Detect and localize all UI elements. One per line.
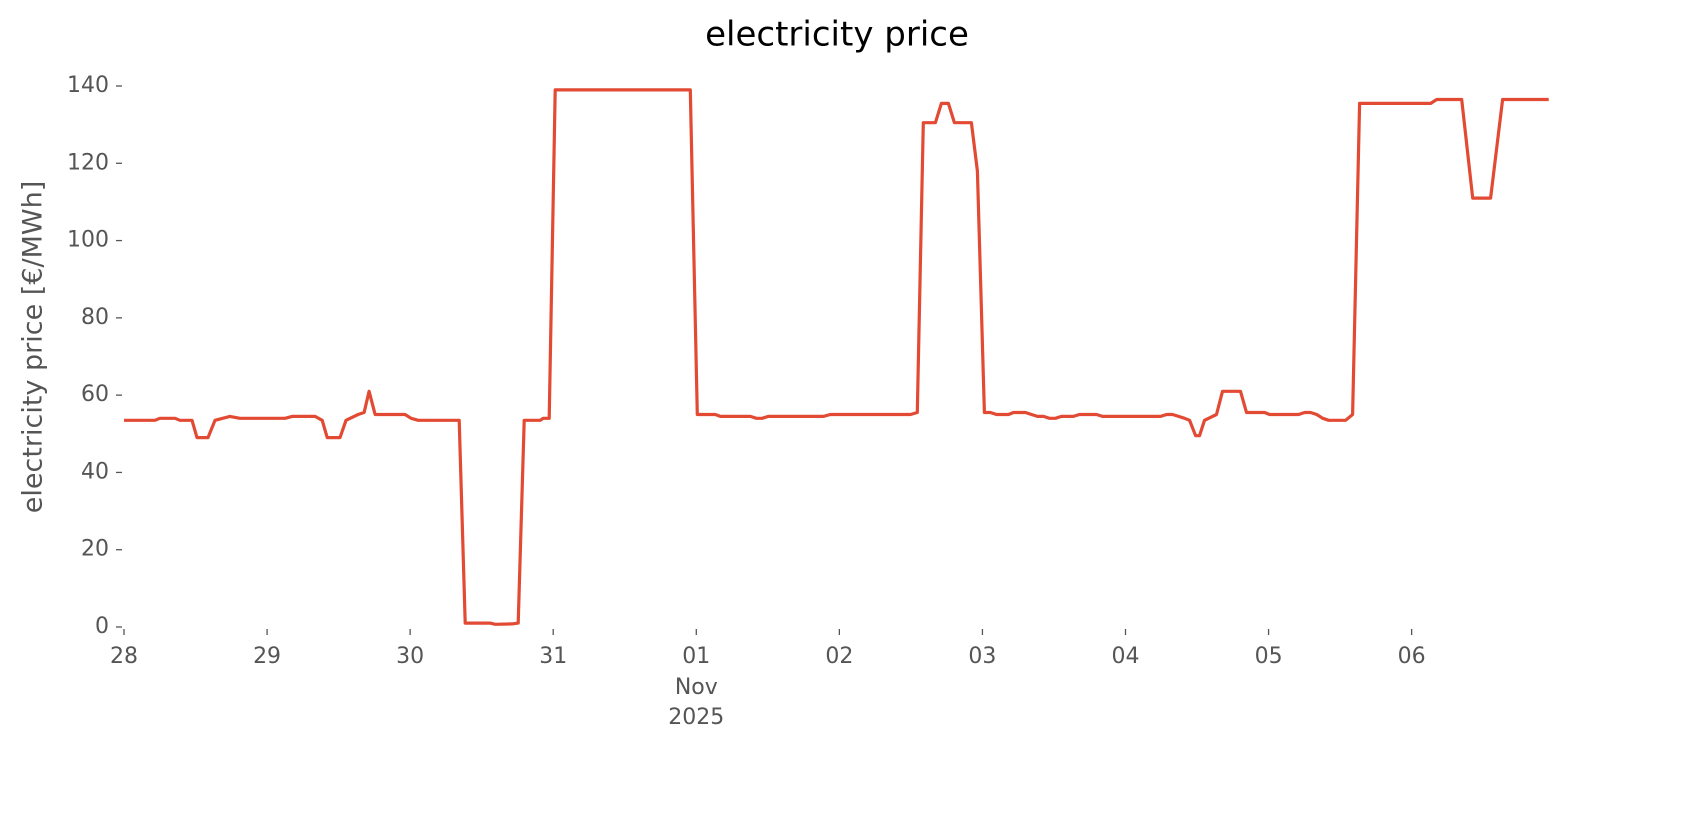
x-tick-label: 02 bbox=[825, 644, 853, 669]
y-tick-label: 20 bbox=[81, 537, 109, 562]
x-tick-label: 04 bbox=[1112, 644, 1140, 669]
x-tick-label: 06 bbox=[1398, 644, 1426, 669]
y-tick-label: 140 bbox=[67, 73, 109, 98]
x-tick-label: 30 bbox=[396, 644, 424, 669]
x-secondary-label: Nov bbox=[675, 675, 718, 700]
y-tick-label: 0 bbox=[95, 614, 109, 639]
y-tick-label: 120 bbox=[67, 150, 109, 175]
price-line bbox=[124, 88, 1549, 626]
x-tick-label: 05 bbox=[1255, 644, 1283, 669]
y-tick-label: 80 bbox=[81, 305, 109, 330]
x-tick-label: 01 bbox=[682, 644, 710, 669]
x-secondary-label: 2025 bbox=[668, 705, 724, 730]
y-tick-label: 100 bbox=[67, 228, 109, 253]
x-tick-label: 31 bbox=[539, 644, 567, 669]
y-tick-label: 40 bbox=[81, 459, 109, 484]
x-tick-label: 29 bbox=[253, 644, 281, 669]
y-axis-label: electricity price [€/MWh] bbox=[18, 181, 49, 513]
x-tick-label: 28 bbox=[110, 644, 138, 669]
x-tick-label: 03 bbox=[968, 644, 996, 669]
y-tick-label: 60 bbox=[81, 382, 109, 407]
chart-title: electricity price bbox=[705, 15, 969, 55]
